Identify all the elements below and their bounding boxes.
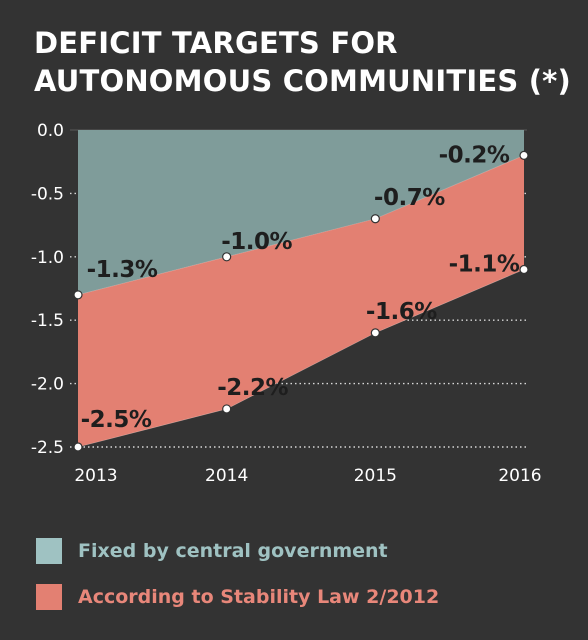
areas bbox=[78, 130, 524, 448]
y-tick-labels: 0.0 -0.5 -1.0 -1.5 -2.0 -2.5 bbox=[31, 121, 64, 458]
line-central bbox=[77, 155, 525, 296]
legend-item-stability-law: According to Stability Law 2/2012 bbox=[36, 584, 439, 610]
point-stability-law bbox=[519, 264, 529, 275]
data-label-stability-law: -1.6% bbox=[366, 299, 437, 325]
point-central bbox=[370, 214, 380, 224]
y-tick-label: 0.0 bbox=[37, 121, 64, 141]
y-tick-label: -2.5 bbox=[31, 438, 64, 458]
area-stability-law bbox=[78, 155, 524, 448]
point-central bbox=[519, 150, 529, 160]
y-tick-label: -1.5 bbox=[31, 311, 64, 331]
data-label-central: -0.7% bbox=[374, 185, 445, 211]
point-stability-law bbox=[370, 328, 380, 338]
deficit-chart: 0.0 -0.5 -1.0 -1.5 -2.0 -2.5 2013 2014 2015 2016… bbox=[31, 121, 542, 486]
legend: Fixed by central government According to… bbox=[36, 538, 439, 630]
y-tick-label: -1.0 bbox=[31, 248, 64, 268]
area-central bbox=[78, 130, 524, 295]
x-tick-labels: 2013 2014 2015 2016 bbox=[74, 466, 541, 486]
data-label-central: -1.3% bbox=[87, 257, 158, 283]
x-tick-label: 2013 bbox=[74, 466, 117, 486]
y-tick-label: -0.5 bbox=[31, 184, 64, 204]
x-tick-label: 2015 bbox=[354, 466, 397, 486]
legend-swatch-central bbox=[36, 538, 62, 564]
data-label-stability-law: -2.2% bbox=[217, 375, 288, 401]
point-central bbox=[73, 290, 83, 300]
chart-title: DEFICIT TARGETS FOR AUTONOMOUS COMMUNITI… bbox=[34, 26, 571, 98]
line-stability-law bbox=[77, 269, 525, 448]
point-stability-law bbox=[73, 442, 83, 452]
legend-label-stability-law: According to Stability Law 2/2012 bbox=[78, 586, 440, 608]
data-label-stability-law: -2.5% bbox=[81, 407, 152, 433]
series-lines bbox=[77, 155, 525, 448]
legend-item-central: Fixed by central government bbox=[36, 538, 439, 564]
data-label-stability-law: -1.1% bbox=[449, 251, 520, 277]
data-label-central: -1.0% bbox=[221, 229, 292, 255]
data-label-central: -0.2% bbox=[439, 142, 510, 168]
legend-label-central: Fixed by central government bbox=[78, 540, 388, 562]
data-points bbox=[73, 150, 529, 452]
point-central bbox=[222, 252, 232, 262]
y-tick-label: -2.0 bbox=[31, 375, 64, 395]
legend-swatch-stability-law bbox=[36, 584, 62, 610]
point-stability-law bbox=[222, 404, 232, 414]
data-labels: -1.3% -1.0% -0.7% -0.2% -2.5% -2.2% -1.6% -1.1% bbox=[81, 142, 521, 433]
x-tick-label: 2016 bbox=[498, 466, 541, 486]
x-tick-label: 2014 bbox=[205, 466, 248, 486]
